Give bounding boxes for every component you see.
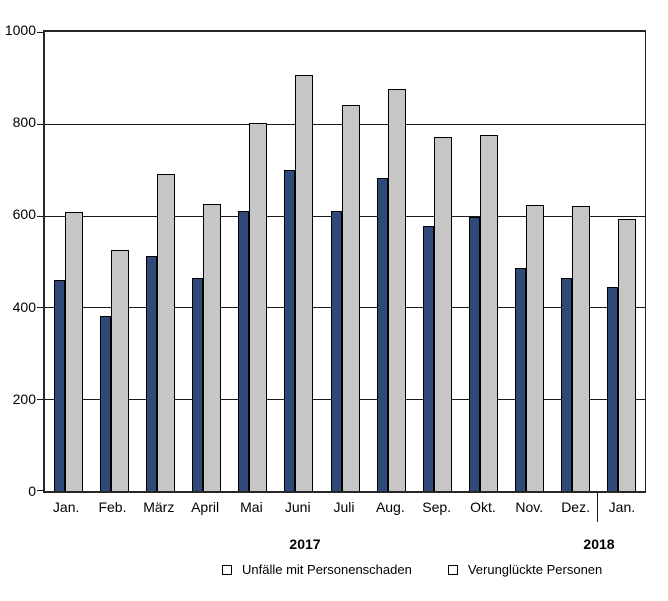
plot-area [37, 30, 646, 493]
y-axis-label-200: 200 [12, 390, 36, 407]
bar-group-jan-2018 [599, 32, 645, 491]
bar-group-sep [414, 32, 460, 491]
y-tick-mark-200 [37, 399, 43, 401]
bar-verunglueckte-11 [572, 205, 591, 491]
bar-group-nov [507, 32, 553, 491]
year-label-2018: 2018 [583, 536, 615, 552]
legend-item-verunglueckte: Verunglückte Personen [447, 562, 603, 577]
bar-verunglueckte-8 [433, 136, 452, 491]
bar-unfaelle-7 [376, 178, 388, 491]
x-axis-label-9: Okt. [470, 499, 496, 515]
x-axis-label-1: Feb. [98, 499, 127, 515]
x-axis-label-11: Dez. [561, 499, 590, 515]
bar-unfaelle-0 [53, 279, 65, 491]
bar-verunglueckte-0 [64, 212, 83, 491]
bar-group-dez [553, 32, 599, 491]
x-axis-label-3: April [191, 499, 220, 515]
bar-groups [45, 32, 645, 491]
bar-verunglueckte-9 [479, 135, 498, 491]
bar-verunglueckte-12 [618, 218, 637, 491]
bar-verunglueckte-5 [295, 75, 314, 491]
bar-verunglueckte-6 [341, 104, 360, 491]
legend-label-unfaelle: Unfälle mit Personenschaden [242, 562, 412, 577]
y-axis-label-0: 0 [28, 483, 36, 499]
legend-swatch-gray-icon [447, 564, 458, 575]
bar-unfaelle-5 [284, 169, 296, 491]
bar-group-mai [230, 32, 276, 491]
x-axis-label-2: März [143, 499, 175, 515]
bar-group-jan [45, 32, 91, 491]
bar-group-märz [137, 32, 183, 491]
bar-group-aug [368, 32, 414, 491]
year-label-2017: 2017 [289, 536, 321, 552]
bar-group-okt [460, 32, 506, 491]
bar-unfaelle-2 [145, 256, 157, 491]
x-axis-labels: Jan. Feb. März April Mai Juni Juli Aug. Sep. Okt.… [43, 499, 645, 515]
x-axis-label-4: Mai [240, 499, 263, 515]
bar-verunglueckte-3 [203, 204, 222, 491]
chart-legend: Unfälle mit Personenschaden Verunglückte… [222, 562, 602, 577]
bar-unfaelle-9 [468, 217, 480, 491]
x-axis-label-6: Juli [333, 499, 355, 515]
y-tick-mark-1000 [37, 32, 43, 33]
bar-group-juli [322, 32, 368, 491]
year-separator-line [597, 491, 598, 522]
x-axis-label-5: Juni [284, 499, 311, 515]
bar-verunglueckte-4 [249, 123, 268, 491]
x-axis-label-12: Jan. [608, 499, 636, 515]
y-axis-labels: 1000 800 600 400 200 0 [0, 22, 36, 499]
y-axis-label-400: 400 [12, 298, 36, 315]
bar-group-juni [276, 32, 322, 491]
bar-unfaelle-11 [561, 277, 573, 491]
x-axis-label-10: Nov. [515, 499, 544, 515]
legend-swatch-dark-icon [222, 564, 232, 575]
y-axis-label-800: 800 [12, 114, 36, 131]
bar-unfaelle-3 [192, 278, 204, 491]
y-tick-mark-600 [37, 215, 43, 217]
legend-item-unfaelle: Unfälle mit Personenschaden [222, 562, 412, 577]
bar-verunglueckte-10 [526, 205, 545, 491]
y-tick-mark-400 [37, 307, 43, 309]
bar-verunglueckte-7 [387, 88, 406, 491]
y-tick-mark-0 [37, 490, 43, 491]
x-axis-label-7: Aug. [375, 499, 405, 515]
bar-unfaelle-8 [422, 226, 434, 491]
y-axis-label-1000: 1000 [4, 22, 36, 38]
bar-unfaelle-6 [330, 211, 342, 491]
bar-unfaelle-12 [607, 287, 619, 491]
bar-group-feb [91, 32, 137, 491]
bar-unfaelle-4 [238, 211, 250, 491]
bar-unfaelle-1 [99, 315, 111, 491]
legend-label-verunglueckte: Verunglückte Personen [467, 562, 603, 577]
bar-unfaelle-10 [515, 267, 527, 491]
bar-verunglueckte-1 [110, 250, 129, 491]
x-axis-label-0: Jan. [52, 499, 80, 515]
y-tick-mark-800 [37, 123, 43, 125]
y-axis-label-600: 600 [12, 206, 36, 223]
bar-verunglueckte-2 [156, 173, 175, 491]
x-axis-label-8: Sep. [422, 499, 452, 515]
bar-group-april [183, 32, 229, 491]
